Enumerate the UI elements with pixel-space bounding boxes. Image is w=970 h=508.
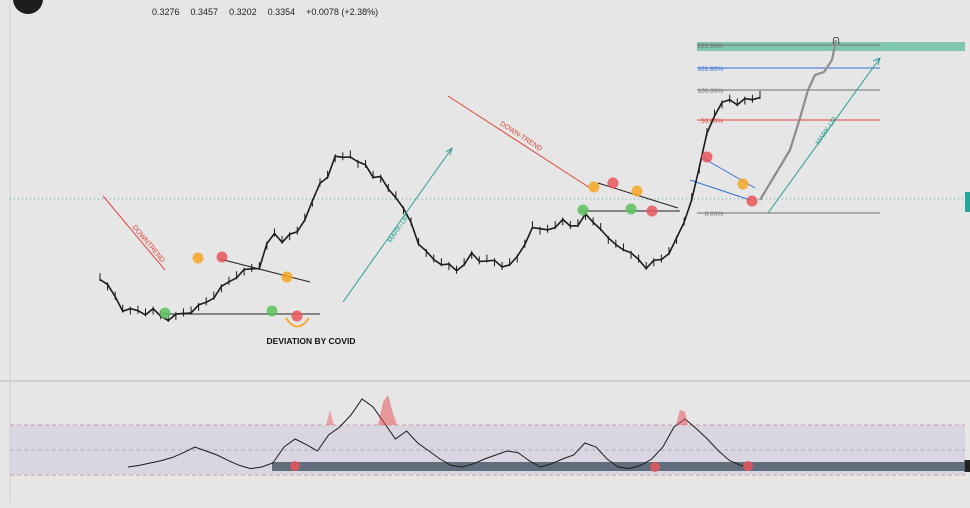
overbought-fill <box>676 410 688 425</box>
downtrend-line-left <box>102 195 166 271</box>
markup-arrowhead-right <box>872 57 881 66</box>
projection-path <box>759 39 838 201</box>
fib-level-label: 161.80% <box>697 66 723 73</box>
osc-base-bar <box>272 462 965 471</box>
pivot-marker <box>159 307 171 319</box>
pivot-marker <box>646 205 658 217</box>
oscillator-pane <box>10 395 965 476</box>
ohlc-change: +0.0078 (+2.38%) <box>306 7 379 17</box>
ohlc-low: 0.3202 <box>229 7 257 17</box>
pivot-marker <box>291 310 303 322</box>
pivot-marker <box>746 195 758 207</box>
ohlc-close: 0.3354 <box>267 7 296 17</box>
pivot-marker <box>701 151 713 163</box>
target-marker: ∩ <box>831 31 841 47</box>
overbought-fill <box>378 395 397 425</box>
fib-level-label: 100.00% <box>697 88 723 95</box>
markup-arrow-left <box>342 147 453 303</box>
pivot-marker <box>192 252 204 264</box>
pivot-marker <box>577 204 589 216</box>
pivot-marker <box>216 251 228 263</box>
price-series-line <box>99 96 761 322</box>
oscillator-line <box>127 398 753 470</box>
pivot-marker <box>737 178 749 190</box>
overbought-fill <box>326 410 334 425</box>
ohlc-high: 0.3457 <box>190 7 219 17</box>
wedge-lower <box>689 179 751 201</box>
fib-target-band <box>697 42 965 51</box>
pivot-marker <box>631 185 643 197</box>
pivot-marker <box>588 181 600 193</box>
pivot-marker <box>625 203 637 215</box>
pivot-marker <box>607 177 619 189</box>
resistance-line-left <box>219 258 311 283</box>
ohlc-open: 0.3276 <box>152 7 180 17</box>
osc-pivot-marker <box>290 461 300 471</box>
ohlc-legend: 0.3276 0.3457 0.3202 0.3354 +0.0078 (+2.38%) <box>152 7 389 17</box>
symbol-badge[interactable] <box>13 0 43 14</box>
markup-arrow-right <box>767 57 881 214</box>
deviation-curve <box>285 317 310 328</box>
downtrend-line-mid <box>447 95 591 189</box>
label-deviation: DEVIATION BY COVID <box>267 336 356 346</box>
osc-pivot-marker <box>743 461 753 471</box>
pivot-marker <box>281 271 293 283</box>
markup-arrowhead-left <box>445 146 453 156</box>
pivot-marker <box>266 305 278 317</box>
fib-level-label: 0.00% <box>705 211 724 218</box>
fib-level-label: 261.80% <box>697 43 723 50</box>
osc-pivot-marker <box>650 462 660 472</box>
